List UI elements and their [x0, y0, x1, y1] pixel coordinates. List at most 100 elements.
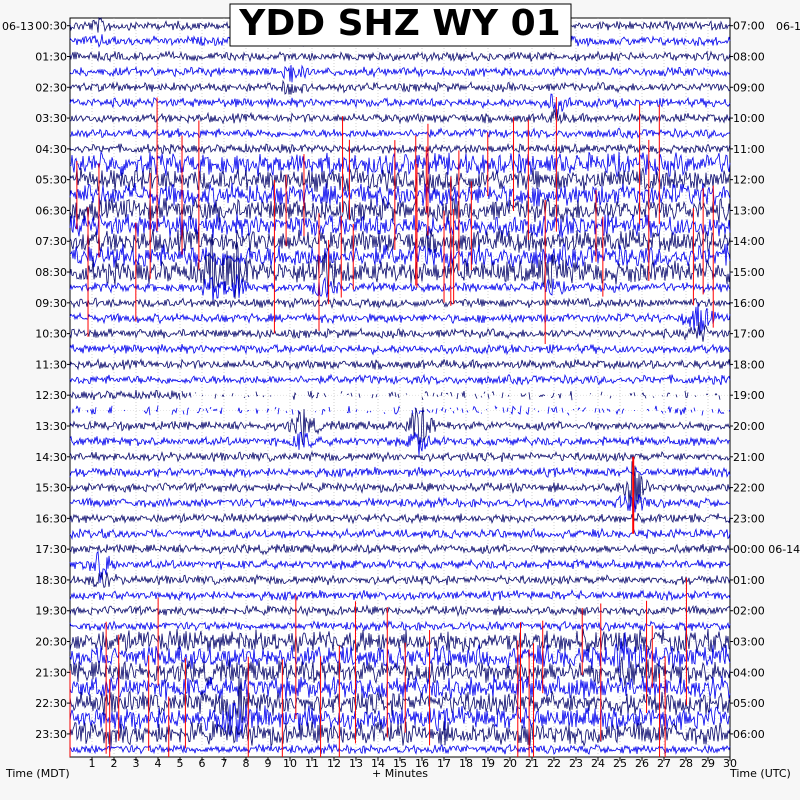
- x-tick-label: 24: [591, 757, 605, 770]
- time-label-left: 12:30: [35, 389, 67, 402]
- time-label-right: 06:00: [733, 728, 765, 741]
- time-label-left: 15:30: [35, 482, 67, 495]
- time-label-left: 19:30: [35, 605, 67, 618]
- chart-title: YDD SHZ WY 01: [238, 3, 560, 44]
- seismic-trace: [69, 676, 731, 723]
- time-label-right: 08:00: [733, 50, 765, 63]
- seismic-trace: [69, 493, 731, 518]
- x-tick-label: 27: [657, 757, 671, 770]
- seismic-trace: [69, 197, 731, 223]
- seismic-trace: [69, 212, 731, 239]
- seismic-trace: [69, 550, 731, 584]
- seismic-trace: [69, 166, 731, 193]
- time-label-right: 19:00: [733, 389, 765, 402]
- x-tick-label: 28: [679, 757, 693, 770]
- time-label-right: 05:00: [733, 697, 765, 710]
- time-label-right: 10:00: [733, 112, 765, 125]
- time-label-left: 08:30: [35, 266, 67, 279]
- seismic-trace: [69, 721, 731, 748]
- x-axis-title: + Minutes: [372, 767, 428, 780]
- seismic-trace: [69, 619, 731, 632]
- seismic-trace: [69, 321, 731, 342]
- seismic-trace: [69, 142, 731, 155]
- x-tick-label: 13: [349, 757, 363, 770]
- x-tick-label: 19: [481, 757, 495, 770]
- time-label-right: 22:00: [733, 482, 765, 495]
- x-tick-label: 29: [701, 757, 715, 770]
- x-tick-label: 14: [371, 757, 385, 770]
- x-tick-label: 8: [243, 757, 250, 770]
- time-label-right: 16:00: [733, 297, 765, 310]
- seismic-trace: [69, 572, 731, 589]
- time-label-left: 02:30: [35, 81, 67, 94]
- x-tick-label: 2: [111, 757, 118, 770]
- x-tick-label: 1: [89, 757, 96, 770]
- seismic-trace: [69, 343, 731, 356]
- time-label-left: 11:30: [35, 358, 67, 371]
- seismic-trace: [69, 512, 731, 525]
- x-tick-label: 17: [437, 757, 451, 770]
- seismic-trace: [69, 461, 731, 510]
- seismic-trace: [69, 742, 731, 755]
- time-label-right: 13:00: [733, 204, 765, 217]
- seismic-trace: [69, 93, 731, 118]
- title-box: YDD SHZ WY 01: [229, 3, 572, 47]
- time-axis-labels: 00:30 01:30 02:30 03:30 04:30 05:30 06:30 07:30…: [35, 20, 800, 741]
- x-tick-label: 18: [459, 757, 473, 770]
- time-label-right: 00:00 06-14: [733, 543, 800, 556]
- x-tick-label: 15: [393, 757, 407, 770]
- seismic-trace: [69, 64, 731, 83]
- seismic-trace: [69, 628, 731, 654]
- seismic-trace: [69, 465, 731, 479]
- seismic-trace: [69, 108, 731, 125]
- right-date-label: 06-1: [776, 20, 800, 33]
- time-label-left: 06:30: [35, 204, 67, 217]
- seismic-trace: [69, 407, 731, 445]
- seismic-traces: [69, 16, 731, 757]
- seismic-trace: [69, 588, 731, 602]
- seismic-trace: [69, 543, 731, 556]
- x-tick-label: 26: [635, 757, 649, 770]
- time-label-right: 02:00: [733, 605, 765, 618]
- time-label-right: 04:00: [733, 666, 765, 679]
- time-label-right: 18:00: [733, 358, 765, 371]
- time-label-right: 15:00: [733, 266, 765, 279]
- x-tick-label: 10: [283, 757, 297, 770]
- time-label-left: 03:30: [35, 112, 67, 125]
- x-tick-label: 23: [569, 757, 583, 770]
- time-label-right: 14:00: [733, 235, 765, 248]
- time-label-left: 23:30: [35, 728, 67, 741]
- time-label-left: 18:30: [35, 574, 67, 587]
- time-label-right: 20:00: [733, 420, 765, 433]
- seismic-trace: [69, 274, 731, 303]
- x-tick-label: 9: [265, 757, 272, 770]
- seismic-trace: [69, 527, 731, 540]
- time-label-right: 12:00: [733, 174, 765, 187]
- x-tick-label: 7: [221, 757, 228, 770]
- time-label-right: 09:00: [733, 81, 765, 94]
- time-label-left: 01:30: [35, 50, 67, 63]
- time-label-right: 23:00: [733, 512, 765, 525]
- time-label-left: 17:30: [35, 543, 67, 556]
- time-label-right: 11:00: [733, 143, 765, 156]
- time-label-left: 20:30: [35, 636, 67, 649]
- time-label-left: 21:30: [35, 666, 67, 679]
- time-label-left: 13:30: [35, 420, 67, 433]
- minute-axis-ticks: 1 2 3 4 5 6 7 8 9 10 11 12 13 14 15 16 17 18 19 20 21 22 23 24 2…: [89, 757, 737, 770]
- left-axis-title: Time (MDT): [5, 767, 70, 780]
- seismic-trace: [69, 182, 731, 209]
- seismic-trace: [69, 604, 731, 617]
- seismic-trace: [69, 450, 731, 463]
- x-tick-label: 12: [327, 757, 341, 770]
- x-tick-label: 3: [133, 757, 140, 770]
- time-label-left: 04:30: [35, 143, 67, 156]
- seismic-trace: [69, 702, 731, 742]
- time-label-left: 00:30: [35, 20, 67, 33]
- seismic-trace: [69, 228, 731, 255]
- time-label-left: 16:30: [35, 512, 67, 525]
- seismic-trace: [69, 50, 731, 63]
- time-label-right: 01:00: [733, 574, 765, 587]
- x-tick-label: 16: [415, 757, 429, 770]
- time-label-left: 22:30: [35, 697, 67, 710]
